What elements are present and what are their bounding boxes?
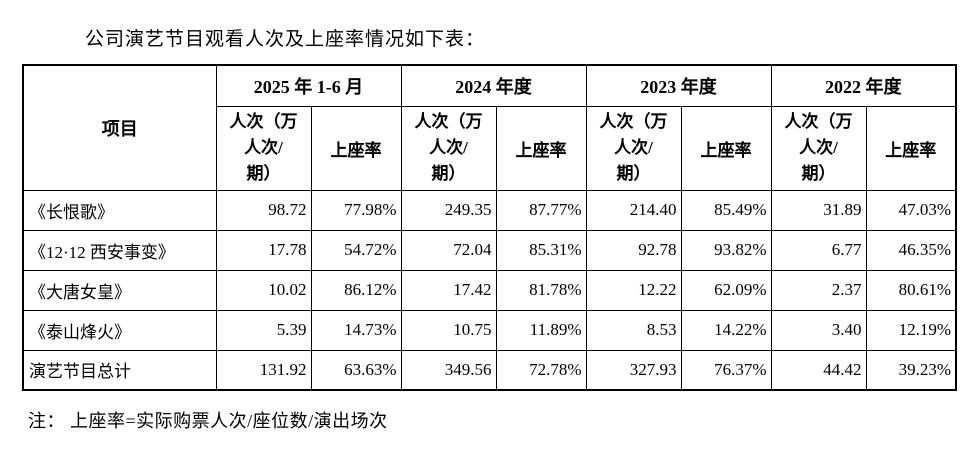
period-header-2024: 2024 年度 — [400, 64, 587, 107]
table-row-datang-nvhuang: 《大唐女皇》 10.02 86.12% 17.42 81.78% 12.22 6… — [22, 269, 957, 311]
value-cell: 31.89 — [770, 189, 867, 231]
value-cell: 77.98% — [310, 189, 402, 231]
value-cell: 17.42 — [400, 269, 497, 311]
period-header-2022: 2022 年度 — [770, 64, 957, 107]
value-cell: 10.75 — [400, 309, 497, 351]
value-cell: 86.12% — [310, 269, 402, 311]
table-row-taishan-fenghuo: 《泰山烽火》 5.39 14.73% 10.75 11.89% 8.53 14.… — [22, 309, 957, 351]
occupancy-header-2025h1: 上座率 — [310, 105, 402, 191]
value-cell: 85.49% — [680, 189, 772, 231]
value-cell: 8.53 — [585, 309, 682, 351]
value-cell: 44.42 — [770, 349, 867, 391]
value-cell: 6.77 — [770, 229, 867, 271]
item-column-header: 项目 — [22, 64, 217, 191]
period-header-row: 项目 2025 年 1-6 月 2024 年度 2023 年度 2022 年度 — [22, 64, 957, 191]
value-cell: 47.03% — [865, 189, 957, 231]
row-label: 《泰山烽火》 — [22, 309, 217, 351]
row-label-total: 演艺节目总计 — [22, 349, 217, 391]
row-label: 《长恨歌》 — [22, 189, 217, 231]
value-cell: 93.82% — [680, 229, 772, 271]
occupancy-header-2023: 上座率 — [680, 105, 772, 191]
value-cell: 72.78% — [495, 349, 587, 391]
value-cell: 87.77% — [495, 189, 587, 231]
visitors-header-2023: 人次（万 人次/ 期） — [585, 105, 682, 191]
value-cell: 2.37 — [770, 269, 867, 311]
performance-attendance-table: 项目 2025 年 1-6 月 2024 年度 2023 年度 2022 年度 … — [22, 64, 957, 391]
visitors-header-2024: 人次（万 人次/ 期） — [400, 105, 497, 191]
value-cell: 72.04 — [400, 229, 497, 271]
value-cell: 12.22 — [585, 269, 682, 311]
value-cell: 327.93 — [585, 349, 682, 391]
value-cell: 76.37% — [680, 349, 772, 391]
value-cell: 11.89% — [495, 309, 587, 351]
visitors-header-2025h1: 人次（万 人次/ 期） — [215, 105, 312, 191]
value-cell: 98.72 — [215, 189, 312, 231]
value-cell: 39.23% — [865, 349, 957, 391]
period-header-2023: 2023 年度 — [585, 64, 772, 107]
period-header-2025h1: 2025 年 1-6 月 — [215, 64, 402, 107]
table-row-changhenge: 《长恨歌》 98.72 77.98% 249.35 87.77% 214.40 … — [22, 189, 957, 231]
metric-header-row: 人次（万 人次/ 期） 上座率 人次（万 人次/ 期） 上座率 人次（万 人次/… — [23, 105, 957, 191]
value-cell: 349.56 — [400, 349, 497, 391]
row-label: 《12·12 西安事变》 — [22, 229, 217, 271]
value-cell: 17.78 — [215, 229, 312, 271]
visitors-header-2022: 人次（万 人次/ 期） — [770, 105, 867, 191]
value-cell: 5.39 — [215, 309, 312, 351]
value-cell: 92.78 — [585, 229, 682, 271]
value-cell: 63.63% — [310, 349, 402, 391]
value-cell: 54.72% — [310, 229, 402, 271]
row-label: 《大唐女皇》 — [22, 269, 217, 311]
occupancy-header-2024: 上座率 — [495, 105, 587, 191]
footnote: 注： 上座率=实际购票人次/座位数/演出场次 — [28, 411, 388, 431]
value-cell: 62.09% — [680, 269, 772, 311]
occupancy-header-2022: 上座率 — [865, 105, 957, 191]
value-cell: 14.73% — [310, 309, 402, 351]
value-cell: 214.40 — [585, 189, 682, 231]
value-cell: 80.61% — [865, 269, 957, 311]
value-cell: 3.40 — [770, 309, 867, 351]
value-cell: 249.35 — [400, 189, 497, 231]
value-cell: 14.22% — [680, 309, 772, 351]
value-cell: 81.78% — [495, 269, 587, 311]
value-cell: 10.02 — [215, 269, 312, 311]
value-cell: 85.31% — [495, 229, 587, 271]
value-cell: 12.19% — [865, 309, 957, 351]
table-row-xian-incident: 《12·12 西安事变》 17.78 54.72% 72.04 85.31% 9… — [22, 229, 957, 271]
table-row-total: 演艺节目总计 131.92 63.63% 349.56 72.78% 327.9… — [22, 349, 957, 391]
value-cell: 46.35% — [865, 229, 957, 271]
value-cell: 131.92 — [215, 349, 312, 391]
table-caption: 公司演艺节目观看人次及上座率情况如下表： — [85, 29, 486, 50]
